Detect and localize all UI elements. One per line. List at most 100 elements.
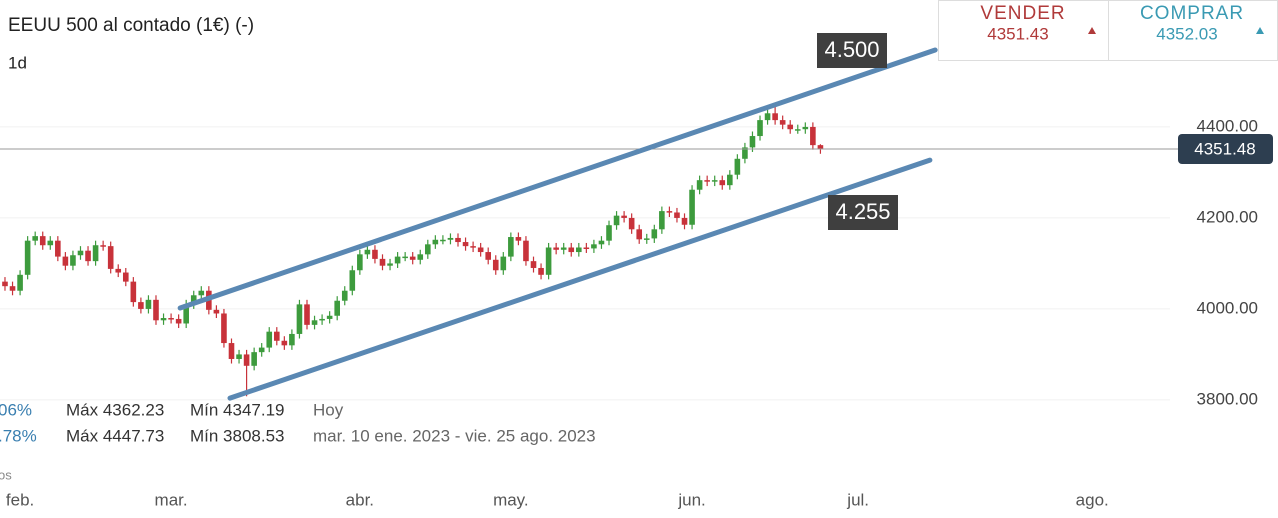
candle-body <box>107 246 114 269</box>
x-tick-label: ago. <box>1076 490 1109 509</box>
last-price-label: 4351.48 <box>1194 139 1255 158</box>
candle-body <box>138 302 144 309</box>
candle-body <box>341 290 348 301</box>
candle-body <box>115 268 122 273</box>
x-tick-label: jul. <box>846 490 869 509</box>
candle-body <box>787 124 794 130</box>
candle-body <box>394 256 401 264</box>
change: .78% <box>0 426 37 445</box>
x-tick-label: mar. <box>155 490 188 509</box>
candle-body <box>659 211 665 230</box>
candle-body <box>198 290 205 296</box>
buy-price[interactable]: 4352.03 <box>1156 24 1217 43</box>
candle-body <box>153 299 159 321</box>
candle-body <box>190 295 197 305</box>
sell-label[interactable]: VENDER <box>980 3 1065 24</box>
chart-title: EEUU 500 al contado (1€) (-) <box>8 15 254 36</box>
x-tick-label: jun. <box>677 490 705 509</box>
x-tick-label: abr. <box>346 490 374 509</box>
candle-body <box>553 247 559 250</box>
candle-body <box>326 315 333 319</box>
buy-arrow <box>1256 27 1264 34</box>
candle-body <box>462 242 469 247</box>
candle-body <box>304 304 310 325</box>
candle-body <box>598 240 605 245</box>
candle-body <box>681 217 688 225</box>
candle-body <box>258 347 265 353</box>
candle-body <box>85 250 91 262</box>
candle-body <box>810 126 816 146</box>
candle-body <box>538 267 544 275</box>
candle-body <box>477 247 484 253</box>
candle-body <box>523 240 529 262</box>
candle-body <box>606 225 612 241</box>
channel-label: 4.255 <box>835 199 890 224</box>
candle-body <box>591 244 597 249</box>
candle-body <box>213 309 220 314</box>
candle-body <box>515 237 522 241</box>
candle-body <box>77 250 84 256</box>
candle-body <box>32 236 38 241</box>
candle-body <box>9 286 16 291</box>
change: 06% <box>0 400 32 419</box>
candle-body <box>334 300 340 316</box>
candle-body <box>145 299 152 309</box>
candle-body <box>379 258 386 266</box>
candle-body <box>530 261 537 268</box>
candle-body <box>266 331 273 348</box>
y-tick-label: 4200.00 <box>1197 207 1258 226</box>
sell-price[interactable]: 4351.43 <box>987 24 1048 43</box>
last-price-tag <box>1178 134 1273 165</box>
candle-body <box>568 247 575 253</box>
candle-body <box>130 281 137 303</box>
candle-body <box>576 247 582 253</box>
candle-body <box>100 245 106 247</box>
min: Mín 4347.19 <box>190 400 285 419</box>
candle-body <box>734 158 741 175</box>
candle-body <box>175 318 182 324</box>
candle-body <box>402 256 408 259</box>
candle-body <box>251 352 257 366</box>
candle-body <box>613 215 620 226</box>
candle-body <box>409 256 416 260</box>
candle-body <box>160 318 167 321</box>
candle-body <box>357 254 363 271</box>
candle-body <box>757 120 763 137</box>
candle-body <box>485 252 492 260</box>
candle-body <box>742 147 748 159</box>
candle-body <box>364 249 371 255</box>
candle-body <box>70 255 76 266</box>
candle-body <box>349 270 356 291</box>
candle-body <box>643 238 650 240</box>
candle-body <box>500 256 507 271</box>
candle-body <box>425 244 431 255</box>
candle-body <box>470 246 476 248</box>
candle-body <box>17 274 23 291</box>
candle-body <box>492 259 499 271</box>
channel-label-box <box>828 195 898 230</box>
channel-label-box <box>817 33 887 68</box>
candle-body <box>236 354 242 359</box>
x-tick-label: feb. <box>6 490 34 509</box>
candle-body <box>621 215 627 218</box>
candle-body <box>228 343 235 359</box>
buy-label[interactable]: COMPRAR <box>1140 3 1244 24</box>
channel-label: 4.500 <box>824 37 879 62</box>
candle-body <box>289 333 295 346</box>
candle-body <box>39 236 46 246</box>
candle-body <box>122 272 129 282</box>
candle-body <box>628 217 635 230</box>
candle-body <box>62 256 69 266</box>
min: Mín 3808.53 <box>190 426 285 445</box>
candle-body <box>719 180 726 186</box>
y-tick-label: 4400.00 <box>1197 116 1258 135</box>
y-tick-label: 4000.00 <box>1197 298 1258 317</box>
footnote: os <box>0 467 12 482</box>
candle-body <box>440 239 446 242</box>
candle-body <box>689 189 695 225</box>
channel-line <box>227 157 933 401</box>
candle-body <box>704 180 710 182</box>
max: Máx 4447.73 <box>66 426 164 445</box>
